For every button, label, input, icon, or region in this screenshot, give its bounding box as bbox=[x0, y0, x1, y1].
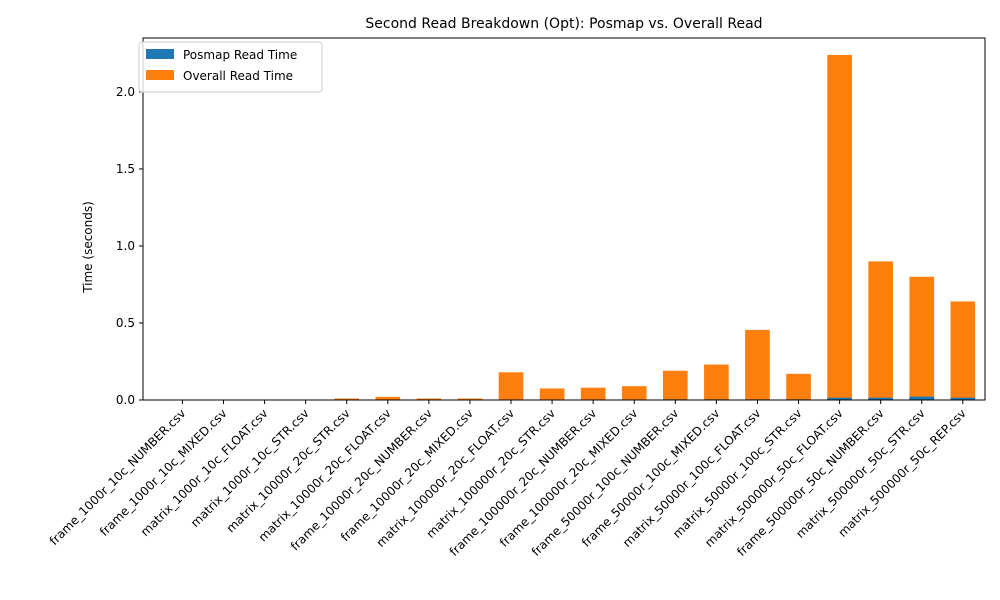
bars-group bbox=[170, 54, 976, 400]
bar-series1-17 bbox=[868, 261, 893, 400]
legend-label-0: Posmap Read Time bbox=[183, 48, 297, 62]
y-tick-label-3: 1.5 bbox=[116, 162, 135, 176]
bar-series1-4 bbox=[334, 398, 360, 400]
bar-series1-8 bbox=[498, 372, 524, 400]
y-tick-label-4: 2.0 bbox=[116, 85, 135, 99]
bar-overlay-posmap-16 bbox=[827, 397, 852, 400]
x-tick-label-10: frame_100000r_20c_NUMBER.csv bbox=[447, 406, 600, 559]
legend-label-1: Overall Read Time bbox=[183, 69, 293, 83]
bar-series1-19 bbox=[950, 301, 976, 400]
bar-series1-6 bbox=[416, 398, 442, 400]
legend-swatch-1 bbox=[146, 70, 174, 80]
bar-series1-13 bbox=[704, 364, 729, 400]
bar-series1-14 bbox=[745, 329, 770, 400]
y-axis-ticks: 0.0 0.5 1.0 1.5 2.0 bbox=[116, 85, 143, 407]
bar-series1-7 bbox=[457, 398, 483, 400]
x-tick-label-17: frame_500000r_50c_NUMBER.csv bbox=[734, 406, 887, 559]
chart-title: Second Read Breakdown (Opt): Posmap vs. … bbox=[365, 16, 762, 32]
bar-series1-9 bbox=[539, 388, 565, 400]
x-axis-ticks: frame_1000r_10c_NUMBER.csvframe_1000r_10… bbox=[47, 400, 969, 559]
plot-area-frame bbox=[142, 37, 986, 401]
bar-overlay-posmap-19 bbox=[950, 397, 976, 400]
bar-series1-11 bbox=[621, 386, 647, 400]
bar-overlay-posmap-18 bbox=[909, 396, 935, 400]
legend-swatch-0 bbox=[146, 49, 174, 59]
bar-overlay-posmap-17 bbox=[868, 397, 893, 400]
y-axis-label: Time (seconds) bbox=[81, 201, 95, 294]
y-tick-label-0: 0.0 bbox=[116, 393, 135, 407]
bar-series1-15 bbox=[786, 373, 811, 400]
bar-series1-12 bbox=[662, 370, 688, 400]
legend-frame bbox=[138, 41, 323, 93]
y-tick-label-2: 1.0 bbox=[116, 239, 135, 253]
bar-series1-5 bbox=[375, 396, 401, 400]
legend: Posmap Read Time Overall Read Time bbox=[138, 41, 323, 93]
x-tick-label-12: frame_50000r_100c_NUMBER.csv bbox=[529, 406, 682, 559]
bar-series1-16 bbox=[827, 54, 852, 400]
bar-series1-18 bbox=[909, 276, 935, 400]
y-tick-label-1: 0.5 bbox=[116, 316, 135, 330]
bar-series1-10 bbox=[580, 387, 606, 400]
